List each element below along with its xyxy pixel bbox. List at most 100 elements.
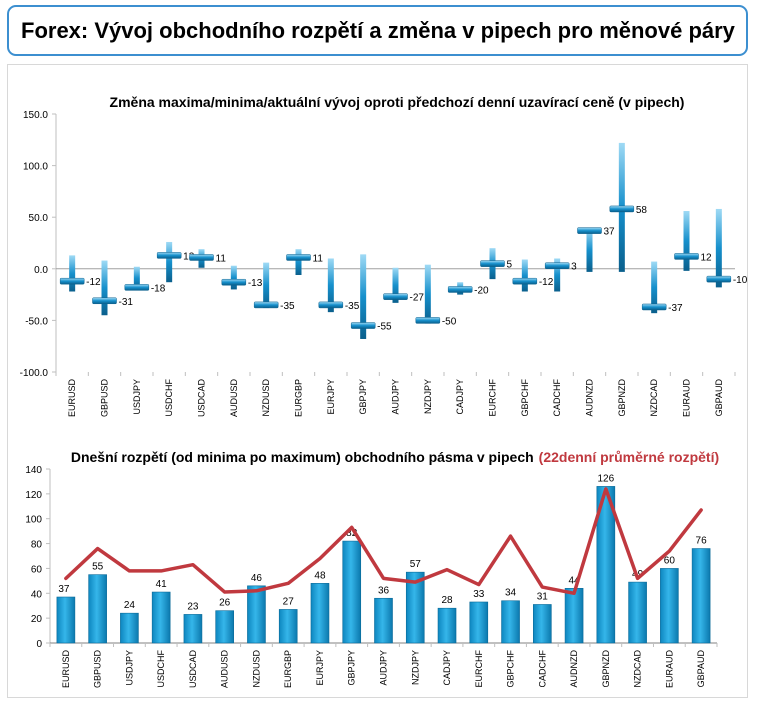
- chart2-data-label: 82: [346, 528, 358, 539]
- chart2-bar: [151, 591, 171, 644]
- chart2-bar: [278, 609, 298, 644]
- chart2-x-tick-label: AUDNZD: [569, 650, 579, 688]
- chart2-bar: [564, 588, 584, 644]
- chart1-range-bar: [230, 265, 237, 290]
- chart1-range-bar: [166, 241, 173, 283]
- header-box: Forex: Vývoj obchodního rozpětí a změna …: [7, 5, 748, 56]
- chart2-title-main: Dnešní rozpětí (od minima po maximum) ob…: [71, 449, 534, 465]
- chart2-bar: [405, 571, 425, 644]
- chart2-x-tick-label: USDCAD: [188, 650, 198, 689]
- chart2-x-tick-label: USDJPY: [124, 650, 134, 686]
- chart1-data-label: -20: [474, 285, 489, 296]
- chart1-current-marker: [447, 286, 473, 293]
- chart2-y-tick-label: 80: [31, 540, 43, 551]
- chart2-data-label: 34: [505, 588, 517, 599]
- chart2-bar: [596, 486, 616, 644]
- chart1-x-tick-label: GBPAUD: [714, 379, 724, 417]
- chart2-y-tick-label: 0: [36, 639, 42, 650]
- chart1-current-marker: [253, 301, 279, 309]
- chart1-y-tick-label: 150.0: [23, 110, 48, 121]
- chart2-bar: [247, 585, 266, 644]
- chart2-data-label: 33: [473, 589, 485, 600]
- chart1-data-label: 37: [604, 227, 616, 238]
- chart1-x-tick-label: AUDNZD: [585, 379, 595, 417]
- chart2-x-tick-label: GBPNZD: [601, 650, 611, 688]
- chart1-y-tick-label: 50.0: [29, 213, 49, 224]
- chart2-title: Dnešní rozpětí (od minima po maximum) ob…: [71, 449, 719, 465]
- chart1-y-tick-label: 100.0: [23, 162, 48, 173]
- chart1-x-tick-label: NZDJPY: [423, 379, 433, 414]
- chart2-bar: [215, 610, 234, 644]
- chart1-data-label: -12: [539, 277, 554, 288]
- chart1-current-marker: [706, 275, 732, 283]
- chart1-x-tick-label: CADCHF: [552, 378, 562, 416]
- chart1-data-label: 11: [313, 253, 324, 264]
- chart1-data-label: -31: [119, 297, 134, 308]
- chart1-data-label: -37: [668, 303, 683, 314]
- chart1-current-marker: [318, 301, 344, 309]
- chart1-data-label: -10: [733, 275, 748, 286]
- chart1-x-tick-label: USDCAD: [197, 379, 207, 418]
- chart2-data-label: 41: [156, 579, 168, 590]
- chart1-x-tick-label: USDCHF: [164, 378, 174, 416]
- chart1-range-bar: [133, 266, 140, 290]
- chart2-bar: [469, 601, 489, 644]
- chart1-data-label: -18: [151, 283, 166, 294]
- chart2-bar: [501, 600, 520, 644]
- chart2-title-highlight: (22denní průměrné rozpětí): [539, 449, 719, 465]
- chart2-data-label: 36: [378, 585, 390, 596]
- chart1-x-tick-label: CADJPY: [455, 379, 465, 415]
- chart2-x-tick-label: EURCHF: [474, 649, 484, 687]
- chart2-data-label: 26: [219, 598, 231, 609]
- chart1-x-tick-label: EURJPY: [326, 379, 336, 415]
- chart2-y-tick-label: 120: [25, 490, 42, 501]
- chart1-x-tick-label: EURCHF: [488, 378, 498, 416]
- chart2-data-label: 31: [537, 591, 549, 602]
- chart1-data-label: -35: [280, 301, 295, 312]
- chart1-current-marker: [156, 252, 182, 259]
- chart1-range-bar: [327, 258, 334, 313]
- chart2-x-tick-label: NZDUSD: [251, 650, 261, 688]
- chart1-current-marker: [641, 303, 667, 311]
- chart2-y-tick-label: 140: [25, 465, 42, 476]
- chart1-range-bar: [295, 249, 302, 275]
- chart1-data-label: 58: [636, 205, 648, 216]
- chart2-bar: [120, 612, 139, 644]
- chart2-data-label: 60: [664, 555, 676, 566]
- chart2-bar: [342, 540, 362, 644]
- chart1-range-bar: [554, 258, 561, 292]
- chart1-x-tick-label: GBPUSD: [100, 379, 110, 418]
- chart1-range-bar: [424, 264, 431, 324]
- chart1-y-tick-label: -100.0: [20, 368, 49, 379]
- chart2-data-label: 37: [58, 584, 70, 595]
- chart1-data-label: 3: [571, 262, 577, 273]
- chart1-data-label: -50: [442, 316, 457, 327]
- chart1-range-bar: [392, 267, 399, 303]
- chart1-x-tick-label: EURUSD: [67, 379, 77, 418]
- chart2-x-tick-label: GBPAUD: [696, 650, 706, 688]
- chart1-y-tick-label: -50.0: [25, 316, 48, 327]
- chart1-y-tick-label: 0.0: [34, 265, 48, 276]
- chart2-data-label: 24: [124, 600, 136, 611]
- chart2-x-tick-label: EURGBP: [283, 650, 293, 688]
- chart1-x-tick-label: USDJPY: [132, 379, 142, 415]
- chart1-current-marker: [674, 253, 699, 260]
- chart1-current-marker: [221, 278, 247, 286]
- chart1-x-tick-label: AUDJPY: [391, 379, 401, 415]
- chart2-y-tick-label: 40: [31, 589, 43, 600]
- chart1-range-bar: [263, 262, 270, 309]
- chart2-x-tick-label: AUDUSD: [220, 650, 230, 689]
- chart1-current-marker: [415, 317, 441, 324]
- chart2-data-label: 23: [187, 601, 199, 612]
- chart1-x-tick-label: NZDUSD: [261, 379, 271, 417]
- chart2-bar: [310, 583, 330, 644]
- chart2-x-tick-label: CADJPY: [442, 650, 452, 686]
- chart1-data-label: 12: [701, 252, 713, 263]
- chart1-range-bar: [683, 211, 690, 271]
- chart1-data-label: -27: [410, 293, 425, 304]
- chart1-current-marker: [577, 227, 602, 234]
- chart1-current-marker: [480, 260, 505, 267]
- chart2-x-tick-label: NZDCAD: [633, 650, 643, 688]
- chart2-data-label: 76: [696, 536, 708, 547]
